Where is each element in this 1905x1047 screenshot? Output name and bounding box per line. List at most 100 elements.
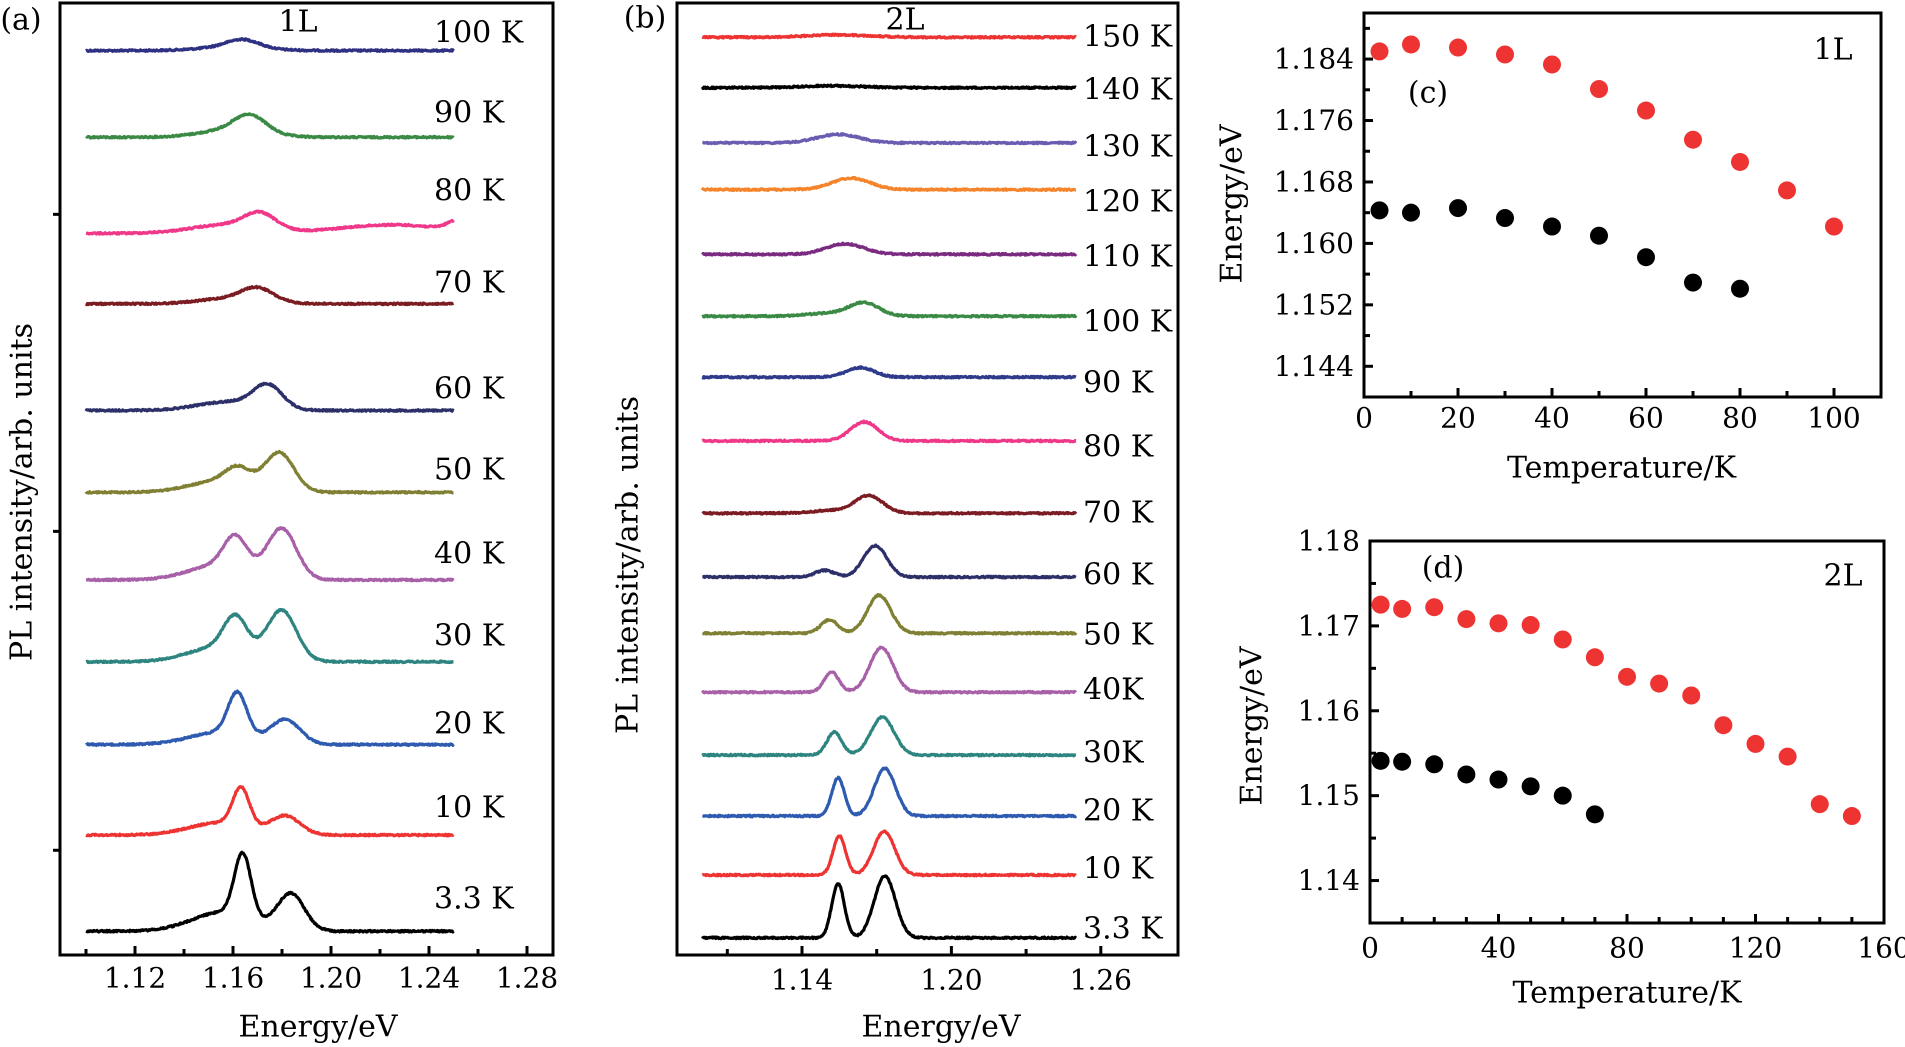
axes-frame — [675, 1, 1180, 957]
red-data-point — [1682, 686, 1701, 705]
x-tick-label: 60 — [1628, 402, 1664, 435]
y-tick-label: 1.152 — [1274, 288, 1354, 321]
spectrum-line-20K — [85, 689, 455, 747]
spectrum-line-3_3K — [85, 850, 455, 934]
spectrum-line-80K — [85, 209, 455, 236]
spectrum-line-80K — [701, 419, 1077, 444]
black-data-point — [1637, 248, 1655, 267]
x-tick-label: 40 — [1534, 402, 1570, 435]
spectrum-line-100K — [85, 37, 455, 53]
red-data-point — [1457, 610, 1476, 629]
red-data-point — [1590, 80, 1608, 99]
sample-label: 1L — [1813, 33, 1852, 68]
temperature-label: 3.3 K — [1083, 912, 1163, 947]
temperature-label: 10 K — [434, 791, 505, 826]
y-tick-label: 1.16 — [1298, 694, 1360, 727]
y-tick-label: 1.184 — [1274, 43, 1354, 76]
spectrum-line-20K — [701, 766, 1078, 819]
temperature-label: 20 K — [434, 707, 505, 742]
black-data-point — [1370, 201, 1389, 220]
spectrum-line-10K — [701, 829, 1077, 878]
temperature-label: 60 K — [434, 372, 505, 407]
spectrum-line-40K — [85, 526, 455, 583]
black-data-point — [1731, 279, 1749, 298]
red-data-point — [1650, 674, 1669, 693]
red-data-point — [1810, 795, 1829, 814]
black-data-point — [1684, 273, 1702, 292]
spectrum-line-30K — [701, 715, 1077, 758]
x-tick-label: 160 — [1857, 932, 1905, 965]
red-data-point — [1496, 45, 1514, 64]
black-data-point — [1402, 203, 1420, 222]
x-tick-label: 1.20 — [920, 964, 982, 997]
black-data-point — [1543, 217, 1561, 236]
sample-label: 1L — [278, 5, 317, 40]
temperature-label: 100 K — [434, 16, 524, 51]
red-data-point — [1489, 614, 1508, 633]
x-axis-title: Temperature/K — [1512, 976, 1742, 1011]
black-data-point — [1590, 226, 1608, 245]
x-tick-label: 1.20 — [300, 962, 362, 995]
axes-frame — [1368, 539, 1886, 925]
black-data-point — [1425, 755, 1444, 774]
temperature-label: 30 K — [434, 619, 505, 654]
temperature-label: 70 K — [1083, 496, 1154, 531]
y-axis-title: PL intensity/arb. units — [611, 396, 646, 734]
spectrum-line-150K — [701, 32, 1077, 40]
panel-label: (a) — [0, 3, 41, 38]
red-data-point — [1553, 630, 1572, 649]
temperature-label: 140 K — [1083, 73, 1173, 108]
temperature-label: 90 K — [1083, 366, 1154, 401]
red-data-point — [1425, 598, 1444, 617]
temperature-label: 80 K — [434, 174, 505, 209]
y-tick-label: 1.14 — [1298, 864, 1360, 897]
temperature-label: 30K — [1083, 736, 1144, 771]
red-data-point — [1521, 616, 1540, 635]
spectrum-line-30K — [85, 607, 455, 665]
red-data-point — [1585, 648, 1604, 667]
x-axis-title: Energy/eV — [239, 1010, 399, 1045]
y-tick-label: 1.168 — [1274, 165, 1354, 198]
temperature-label: 110 K — [1083, 240, 1173, 275]
black-data-point — [1371, 751, 1390, 770]
black-data-point — [1457, 765, 1476, 784]
axes-frame — [58, 1, 555, 957]
panel-label: (c) — [1408, 76, 1448, 111]
spectrum-line-90K — [701, 365, 1077, 380]
y-tick-label: 1.15 — [1298, 779, 1360, 812]
temperature-label: 3.3 K — [434, 882, 514, 917]
y-axis-title: Energy/eV — [1235, 645, 1270, 805]
panel-b-spectra — [700, 32, 1078, 941]
red-data-point — [1778, 747, 1797, 766]
spectrum-line-60K — [84, 381, 455, 413]
spectrum-line-3_3K — [701, 874, 1078, 941]
x-tick-label: 0 — [1361, 932, 1379, 965]
black-data-point — [1449, 199, 1467, 218]
spectrum-line-40K — [701, 645, 1078, 695]
x-axis-title: Energy/eV — [862, 1010, 1022, 1045]
temperature-label: 150 K — [1083, 20, 1173, 55]
x-tick-label: 1.16 — [202, 962, 264, 995]
y-axis-title: Energy/eV — [1215, 123, 1250, 283]
spectrum-line-130K — [701, 132, 1078, 146]
spectrum-line-100K — [701, 300, 1078, 319]
x-tick-label: 80 — [1722, 402, 1758, 435]
red-data-point — [1842, 807, 1861, 826]
temperature-label: 70 K — [434, 266, 505, 301]
red-data-point — [1370, 42, 1389, 61]
y-tick-label: 1.17 — [1298, 609, 1360, 642]
sample-label: 2L — [1823, 559, 1862, 594]
x-tick-label: 1.24 — [398, 962, 460, 995]
black-data-point — [1393, 752, 1412, 771]
x-tick-label: 1.12 — [104, 962, 166, 995]
spectrum-line-10K — [85, 785, 455, 838]
x-tick-label: 120 — [1729, 932, 1782, 965]
red-data-point — [1684, 130, 1702, 149]
black-data-point — [1489, 770, 1508, 789]
red-data-point — [1746, 734, 1765, 753]
panel-a-spectra — [84, 37, 455, 934]
y-tick-label: 1.144 — [1274, 350, 1354, 383]
red-data-point — [1402, 35, 1420, 54]
x-tick-label: 1.14 — [771, 964, 833, 997]
